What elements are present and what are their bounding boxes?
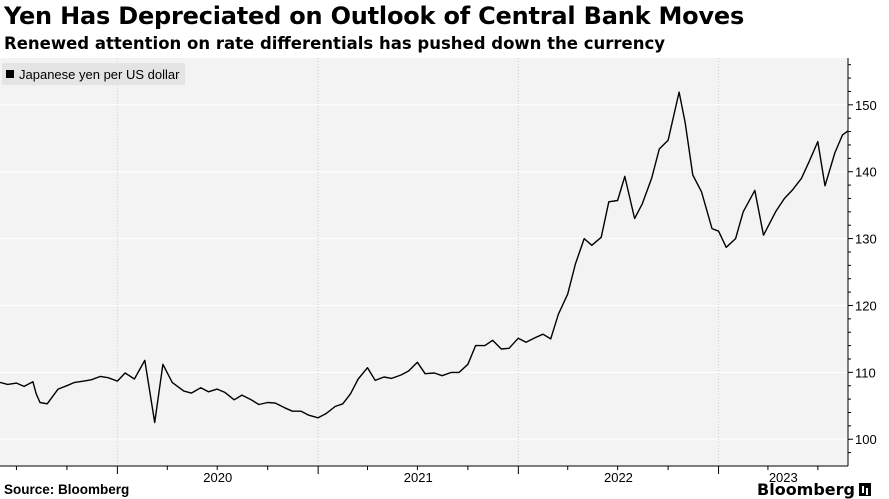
x-tick-label: 2021	[404, 470, 433, 485]
legend: Japanese yen per US dollar	[2, 63, 186, 85]
plot-area	[0, 58, 848, 466]
legend-label: Japanese yen per US dollar	[19, 66, 180, 82]
logo-text: Bloomberg	[757, 480, 855, 499]
x-tick-label: 2020	[203, 470, 232, 485]
y-tick-label: 120	[855, 298, 877, 313]
y-tick-label: 100	[855, 432, 877, 447]
bloomberg-logo: Bloomberg	[757, 480, 871, 499]
chart-title: Yen Has Depreciated on Outlook of Centra…	[4, 2, 745, 30]
y-tick-label: 150	[855, 98, 877, 113]
source-note: Source: Bloomberg	[4, 482, 130, 497]
chart-subtitle: Renewed attention on rate differentials …	[4, 34, 665, 53]
series-line-japanese-yen-per-us-dollar	[0, 91, 849, 424]
bloomberg-logo-icon	[859, 483, 871, 496]
x-tick-label: 2023	[769, 470, 798, 485]
legend-swatch	[6, 70, 14, 78]
y-tick-label: 140	[855, 165, 877, 180]
y-tick-label: 110	[855, 365, 876, 380]
x-tick-label: 2022	[604, 470, 633, 485]
y-tick-label: 130	[855, 232, 877, 247]
